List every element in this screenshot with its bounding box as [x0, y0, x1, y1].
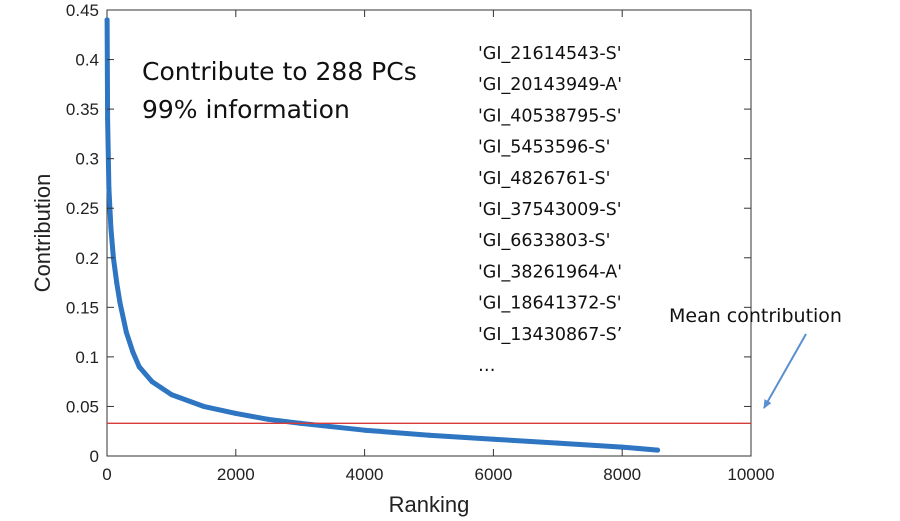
y-tick-label: 0.05: [66, 397, 99, 416]
annotation-information: 99% information: [142, 95, 350, 124]
gene-list-item: 'GI_40538795-S': [478, 106, 622, 126]
data-point: [117, 299, 123, 305]
x-axis-title: Ranking: [389, 492, 470, 517]
x-tick-label: 2000: [217, 465, 255, 484]
data-point: [619, 444, 625, 450]
data-point: [105, 116, 111, 122]
data-point: [106, 185, 112, 191]
gene-list-item: 'GI_21614543-S': [478, 44, 622, 64]
y-tick-label: 0.35: [66, 100, 99, 119]
data-point: [233, 410, 239, 416]
axis-ticks: 0 2000 4000 6000 8000 10000 0 0.05 0.1 0.15 0.2 0.2…: [66, 1, 775, 484]
mean-contribution-arrow: [763, 333, 807, 409]
series-line: [104, 17, 661, 453]
data-point: [104, 17, 110, 23]
data-point: [490, 436, 496, 442]
y-tick-label: 0.1: [75, 348, 99, 367]
gene-list-item: 'GI_38261964-A': [478, 262, 622, 282]
plot-area: [106, 9, 752, 457]
data-series: [104, 17, 661, 453]
y-tick-label: 0.25: [66, 199, 99, 218]
y-tick-label: 0.45: [66, 1, 99, 20]
x-tick-label: 10000: [727, 465, 774, 484]
y-tick-label: 0.15: [66, 298, 99, 317]
data-point: [555, 440, 561, 446]
x-tick-label: 4000: [346, 465, 384, 484]
gene-list-item: …: [478, 356, 496, 376]
y-tick-label: 0.2: [75, 249, 99, 268]
data-point: [426, 432, 432, 438]
gene-list-item: 'GI_13430867-S’: [478, 325, 622, 345]
data-point: [362, 427, 368, 433]
y-tick-label: 0.4: [75, 51, 99, 70]
gene-list-item: 'GI_20143949-A': [478, 75, 622, 95]
gene-list-item: 'GI_6633803-S': [478, 231, 610, 251]
data-point: [114, 280, 120, 286]
data-point: [149, 379, 155, 385]
data-point: [201, 403, 207, 409]
y-axis-title: Contribution: [30, 174, 55, 293]
y-tick-label: 0: [90, 447, 99, 466]
data-point: [136, 364, 142, 370]
x-tick-label: 0: [102, 465, 111, 484]
data-point: [108, 225, 114, 231]
data-point: [168, 392, 174, 398]
gene-list: 'GI_21614543-S' 'GI_20143949-A' 'GI_405387…: [478, 44, 622, 376]
x-tick-label: 8000: [603, 465, 641, 484]
gene-list-item: 'GI_18641372-S': [478, 294, 622, 314]
y-tick-label: 0.3: [75, 150, 99, 169]
mean-contribution-label: Mean contribution: [669, 305, 842, 327]
data-point: [130, 349, 136, 355]
x-tick-label: 6000: [474, 465, 512, 484]
annotation-pcs: Contribute to 288 PCs: [142, 57, 417, 86]
gene-list-item: 'GI_5453596-S': [478, 138, 610, 158]
data-point: [123, 329, 129, 335]
gene-list-item: 'GI_37543009-S': [478, 200, 622, 220]
gene-list-item: 'GI_4826761-S': [478, 169, 610, 189]
data-point: [655, 447, 661, 453]
data-point: [265, 416, 271, 422]
